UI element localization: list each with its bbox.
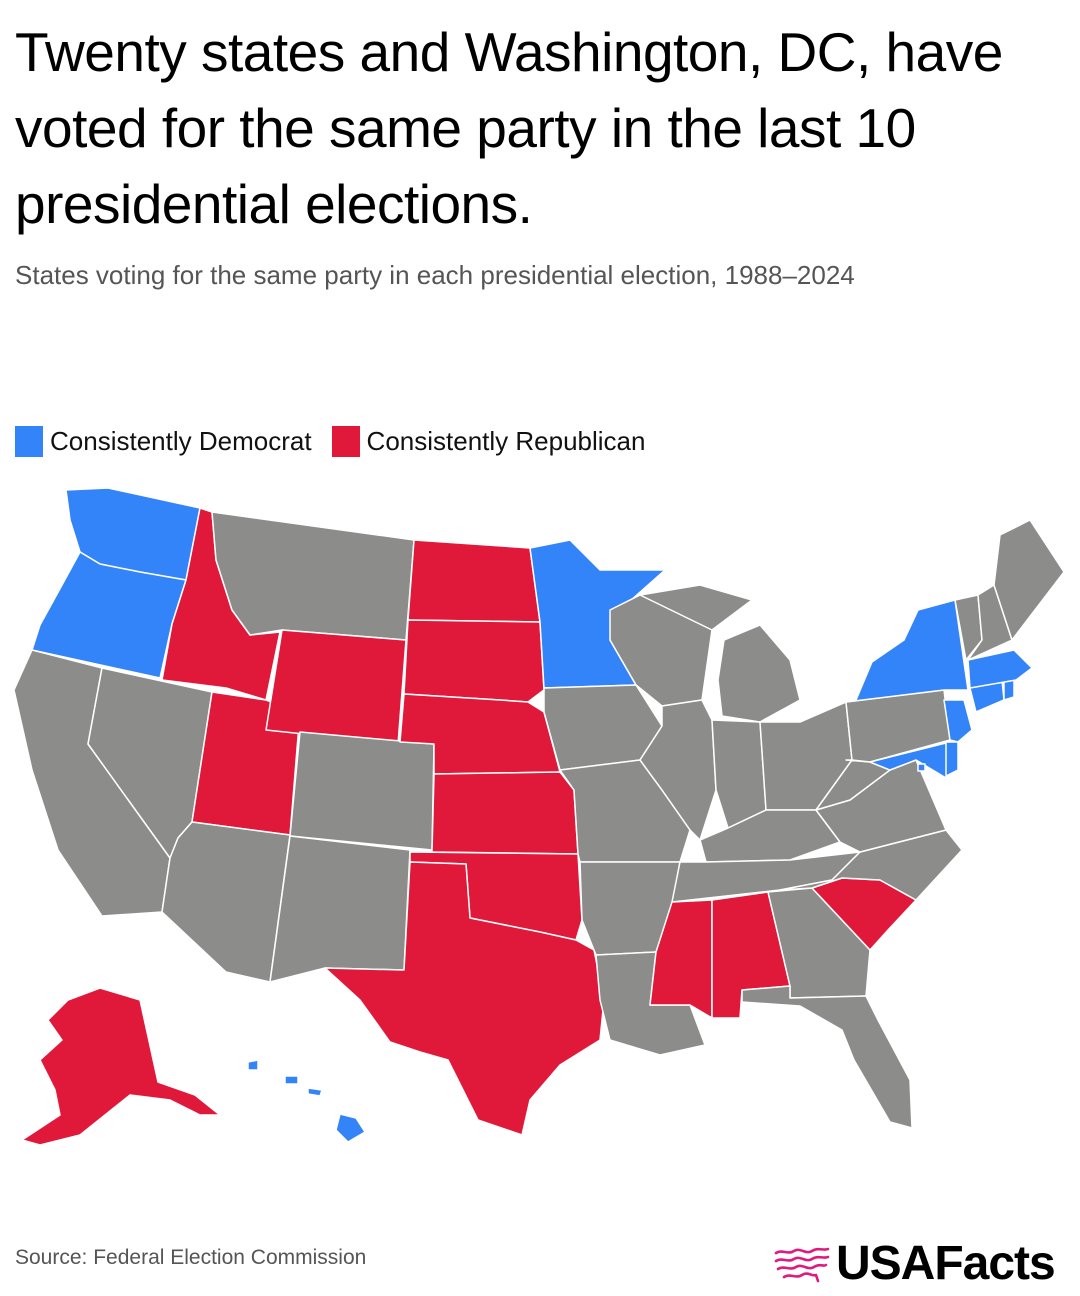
state-north-dakota[interactable] bbox=[407, 539, 541, 623]
state-delaware[interactable] bbox=[945, 741, 959, 777]
state-maryland[interactable] bbox=[869, 741, 951, 779]
state-rhode-island[interactable] bbox=[1003, 679, 1015, 701]
legend-swatch-republican bbox=[331, 426, 360, 457]
state-new-hampshire[interactable] bbox=[967, 584, 1013, 661]
state-kansas[interactable] bbox=[431, 771, 579, 855]
usafacts-logo[interactable]: USAFacts bbox=[772, 1236, 1056, 1291]
state-oregon[interactable] bbox=[31, 551, 187, 679]
brand-name: USAFacts bbox=[836, 1237, 1056, 1290]
chart-subtitle: States voting for the same party in each… bbox=[15, 260, 855, 290]
state-hawaii[interactable] bbox=[247, 1059, 366, 1143]
legend-swatch-democrat bbox=[15, 426, 43, 457]
state-illinois[interactable] bbox=[639, 699, 717, 841]
state-florida[interactable] bbox=[741, 985, 913, 1129]
state-new-mexico[interactable] bbox=[269, 835, 411, 983]
state-alaska[interactable] bbox=[21, 987, 221, 1146]
state-kentucky[interactable] bbox=[699, 809, 841, 863]
usa-flag-map-icon bbox=[774, 1247, 830, 1282]
legend: Consistently Democrat Consistently Repub… bbox=[15, 426, 665, 457]
us-states-map bbox=[13, 487, 1065, 1146]
state-new-york[interactable] bbox=[845, 599, 969, 703]
legend-item-republican: Consistently Republican bbox=[331, 426, 646, 457]
state-north-carolina[interactable] bbox=[779, 829, 963, 901]
state-montana[interactable] bbox=[211, 511, 415, 641]
legend-label-democrat: Consistently Democrat bbox=[50, 426, 312, 456]
source-note: Source: Federal Election Commission bbox=[15, 1246, 367, 1269]
state-maine[interactable] bbox=[993, 519, 1065, 641]
state-wyoming[interactable] bbox=[265, 629, 407, 745]
state-texas[interactable] bbox=[324, 861, 605, 1136]
state-arizona[interactable] bbox=[161, 821, 291, 983]
state-michigan[interactable] bbox=[639, 584, 801, 723]
legend-label-republican: Consistently Republican bbox=[366, 426, 646, 456]
state-new-jersey[interactable] bbox=[943, 699, 973, 743]
state-massachusetts[interactable] bbox=[967, 649, 1033, 689]
state-south-dakota[interactable] bbox=[403, 619, 545, 703]
state-district-of-columbia[interactable] bbox=[917, 763, 926, 772]
state-indiana[interactable] bbox=[711, 719, 767, 829]
legend-item-democrat: Consistently Democrat bbox=[15, 426, 312, 457]
state-colorado[interactable] bbox=[289, 731, 435, 851]
chart-title: Twenty states and Washington, DC, have v… bbox=[15, 21, 1003, 235]
